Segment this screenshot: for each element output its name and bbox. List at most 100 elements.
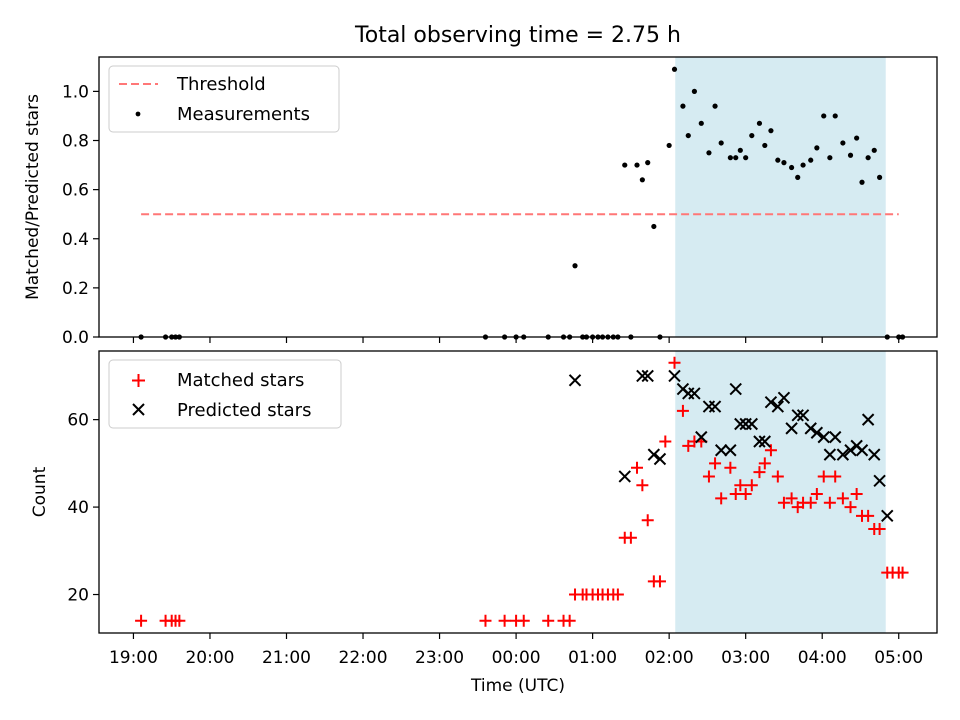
matched-stars-point <box>479 614 492 627</box>
predicted-stars-point <box>729 382 742 396</box>
top-ytick-label: 0.4 <box>62 230 89 250</box>
matched-stars-point <box>542 614 555 627</box>
measurements-point <box>680 103 686 109</box>
predicted-stars-point <box>668 369 681 383</box>
xtick-label: 02:00 <box>645 648 694 668</box>
measurements-point <box>622 162 628 168</box>
predicted-stars-point <box>745 417 759 431</box>
measurements-point <box>666 142 672 149</box>
measurements-point <box>572 263 578 269</box>
predicted-stars-point <box>636 369 649 383</box>
predicted-stars-point <box>568 374 582 387</box>
predicted-stars-point <box>829 430 842 444</box>
predicted-stars-point <box>714 444 728 457</box>
predicted-stars-point <box>817 430 830 444</box>
matched-stars-point <box>844 501 857 514</box>
matched-stars-point <box>873 522 886 535</box>
matched-stars-point <box>563 614 576 627</box>
measurements-point <box>756 120 763 126</box>
matched-stars-point <box>817 470 830 483</box>
matched-stars-point <box>771 470 784 483</box>
predicted-stars-point <box>618 470 631 483</box>
top-ylabel: Matched/Predicted stars <box>23 94 43 300</box>
matched-stars-point <box>682 439 695 452</box>
measurements-point <box>743 155 749 161</box>
legend-measurements-label: Measurements <box>177 104 310 125</box>
matched-stars-point <box>676 404 689 417</box>
measurements-point <box>671 66 678 72</box>
matched-stars-point <box>653 575 666 588</box>
bottom-panel: 20 40 60 19:00 20:00 21:00 22:00 23:00 00:00 01:… <box>30 350 938 696</box>
measurements-point <box>712 103 718 109</box>
top-ytick-label: 1.0 <box>62 82 89 102</box>
measurements-point <box>859 179 865 185</box>
measurements-point <box>854 135 860 141</box>
matched-stars-point <box>734 479 747 492</box>
predicted-stars-point <box>785 422 798 435</box>
matched-stars-point <box>702 470 715 483</box>
measurements-point <box>749 132 755 139</box>
predicted-stars-point <box>836 448 850 461</box>
bottom-observing-window <box>675 351 886 633</box>
predicted-stars-point <box>695 430 708 444</box>
measurements-point <box>698 120 704 126</box>
measurements-point <box>795 174 801 180</box>
measurements-point <box>847 152 854 158</box>
measurements-point <box>821 113 827 119</box>
measurements-point <box>685 132 691 139</box>
matched-stars-point <box>624 531 637 544</box>
legend-measurements-swatch <box>135 111 141 117</box>
top-ytick-label: 0.2 <box>62 279 89 299</box>
measurements-point <box>718 140 724 146</box>
predicted-stars-point <box>804 422 817 435</box>
top-legend-box <box>108 65 340 133</box>
predicted-stars-point <box>791 409 804 422</box>
legend-matched-swatch <box>132 374 145 387</box>
matched-stars-point <box>777 496 790 509</box>
top-observing-window <box>675 57 886 337</box>
top-ytick-label: 0.6 <box>62 181 89 201</box>
measurements-point <box>840 140 846 146</box>
matched-stars-point <box>829 470 842 483</box>
xtick-label: 04:00 <box>798 648 847 668</box>
top-panel-frame <box>98 56 938 338</box>
measurements-point <box>634 162 640 168</box>
matched-stars-point <box>659 435 672 448</box>
measurements-point <box>865 155 871 161</box>
measurements-point <box>727 155 733 161</box>
matched-stars-point <box>785 492 798 505</box>
matched-stars-point <box>668 356 681 369</box>
predicted-stars-point <box>823 448 837 461</box>
top-ytick-label: 0.0 <box>62 328 89 348</box>
matched-stars-point <box>517 614 530 627</box>
bottom-legend: Matched stars Predicted stars <box>108 359 342 429</box>
measurements-point <box>639 177 645 183</box>
matched-stars-point <box>862 509 875 522</box>
legend-predicted-label: Predicted stars <box>177 400 311 421</box>
matched-stars-point <box>631 461 644 474</box>
matched-stars-point <box>641 514 654 527</box>
predicted-stars-point <box>868 448 881 461</box>
matched-stars-point <box>896 566 909 579</box>
matched-stars-point <box>823 496 836 509</box>
xtick-label: 05:00 <box>874 648 923 668</box>
xtick-label: 00:00 <box>492 648 541 668</box>
matched-stars-point <box>739 487 752 500</box>
predicted-stars-point <box>861 413 875 426</box>
measurements-point <box>651 223 657 230</box>
xtick-label: 23:00 <box>415 648 464 668</box>
measurements-point <box>691 88 698 94</box>
predicted-stars-point <box>734 417 747 431</box>
top-panel: 0.0 0.2 0.4 0.6 0.8 1.0 Matched/Predicted sta… <box>23 56 938 348</box>
matched-stars-point <box>745 479 758 492</box>
bottom-panel-frame <box>98 350 938 634</box>
predicted-stars-point <box>764 395 778 409</box>
matched-stars-point <box>611 588 624 601</box>
measurements-point <box>871 147 877 153</box>
matched-stars-point <box>804 496 817 509</box>
matched-stars-point <box>715 492 728 505</box>
matched-stars-point <box>636 479 649 492</box>
chart-title: Total observing time = 2.75 h <box>354 23 681 48</box>
xtick-label: 19:00 <box>109 648 158 668</box>
xtick-label: 21:00 <box>262 648 311 668</box>
